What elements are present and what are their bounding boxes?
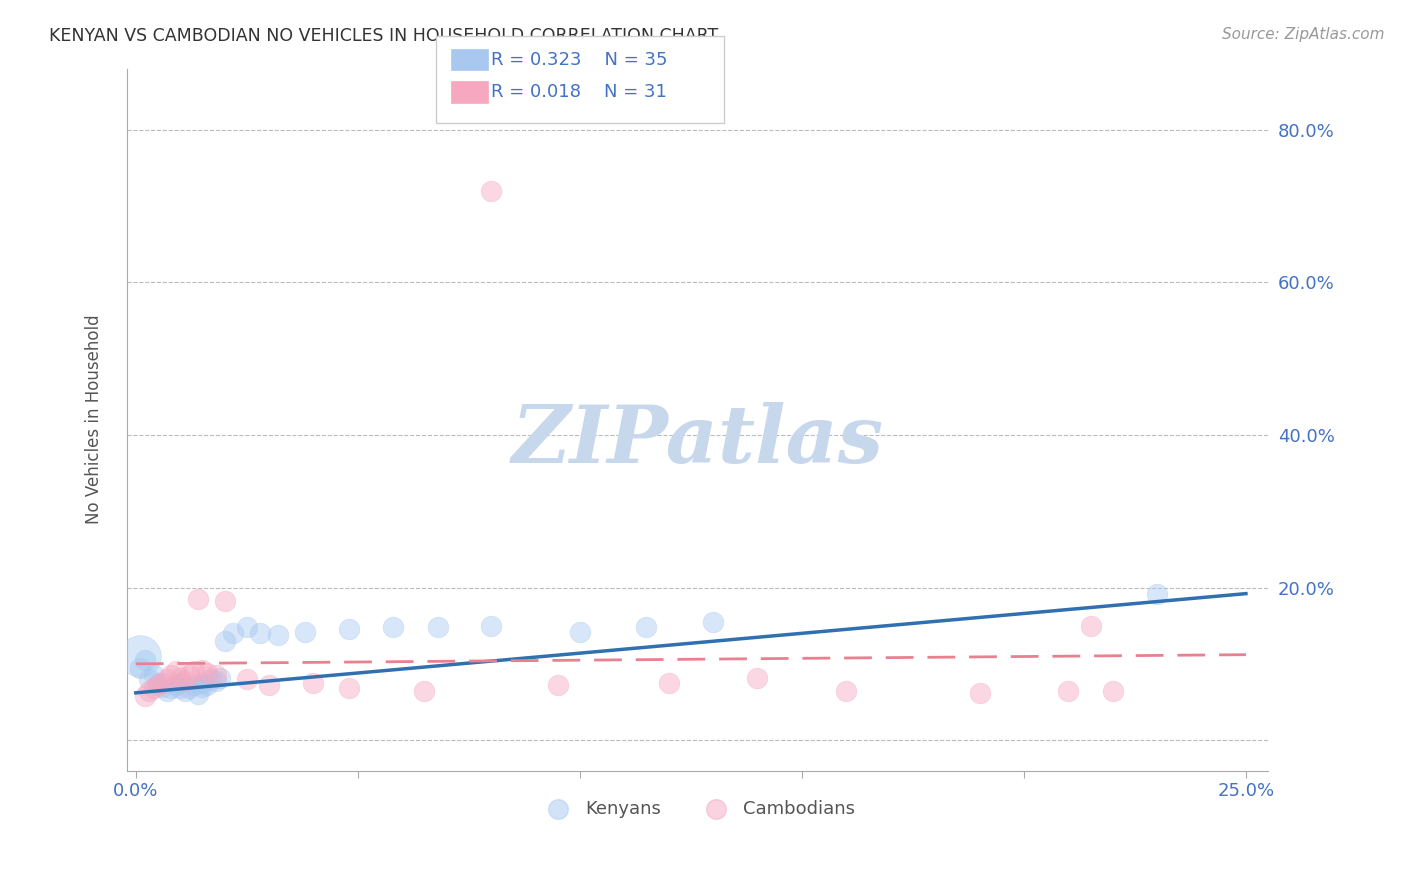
Point [134, 689, 156, 703]
Point [209, 671, 232, 685]
Point [1146, 586, 1168, 600]
Point [267, 628, 290, 642]
Point [165, 665, 187, 679]
Point [146, 678, 169, 692]
Point [835, 683, 858, 698]
Point [337, 681, 360, 696]
Text: R = 0.323    N = 35: R = 0.323 N = 35 [491, 51, 668, 69]
Point [547, 678, 569, 692]
Point [257, 678, 280, 692]
Point [183, 665, 205, 679]
Point [214, 634, 236, 648]
Point [236, 620, 259, 634]
Point [146, 676, 169, 690]
Point [214, 594, 236, 608]
Point [413, 683, 436, 698]
Point [249, 626, 271, 640]
Point [568, 624, 591, 639]
Point [382, 620, 405, 634]
Point [658, 676, 681, 690]
Point [129, 660, 152, 674]
Point [142, 681, 165, 696]
Point [138, 672, 160, 686]
Point [479, 184, 502, 198]
Point [191, 676, 214, 690]
Point [200, 672, 222, 686]
Point [169, 676, 191, 690]
Text: R = 0.018    N = 31: R = 0.018 N = 31 [491, 83, 666, 101]
Point [173, 683, 195, 698]
Point [195, 678, 218, 692]
Point [165, 678, 187, 692]
Point [204, 673, 226, 688]
Y-axis label: No Vehicles in Household: No Vehicles in Household [86, 315, 103, 524]
Point [160, 668, 183, 682]
Point [479, 618, 502, 632]
Point [187, 591, 209, 606]
Point [156, 672, 179, 686]
Point [187, 687, 209, 701]
Point [156, 683, 179, 698]
Point [636, 620, 658, 634]
Point [160, 681, 183, 696]
Point [236, 672, 259, 686]
Text: KENYAN VS CAMBODIAN NO VEHICLES IN HOUSEHOLD CORRELATION CHART: KENYAN VS CAMBODIAN NO VEHICLES IN HOUSE… [49, 27, 718, 45]
Point [302, 676, 325, 690]
Point [169, 671, 191, 685]
Point [1057, 683, 1080, 698]
Text: ZIPatlas: ZIPatlas [512, 402, 883, 479]
Point [426, 620, 449, 634]
Point [191, 663, 214, 677]
Point [1080, 618, 1102, 632]
Point [177, 681, 200, 696]
Point [138, 683, 160, 698]
Point [134, 653, 156, 667]
Point [195, 665, 218, 680]
Point [183, 678, 205, 692]
Point [747, 671, 769, 685]
Point [177, 668, 200, 682]
Point [169, 681, 191, 696]
Point [152, 680, 174, 694]
Point [702, 615, 724, 629]
Point [129, 649, 152, 664]
Legend: Kenyans, Cambodians: Kenyans, Cambodians [533, 792, 862, 825]
Point [294, 624, 316, 639]
Point [142, 668, 165, 682]
Point [152, 676, 174, 690]
Point [191, 680, 214, 694]
Point [204, 668, 226, 682]
Point [173, 673, 195, 688]
Text: Source: ZipAtlas.com: Source: ZipAtlas.com [1222, 27, 1385, 42]
Point [337, 623, 360, 637]
Point [1101, 683, 1123, 698]
Point [969, 686, 991, 700]
Point [222, 626, 245, 640]
